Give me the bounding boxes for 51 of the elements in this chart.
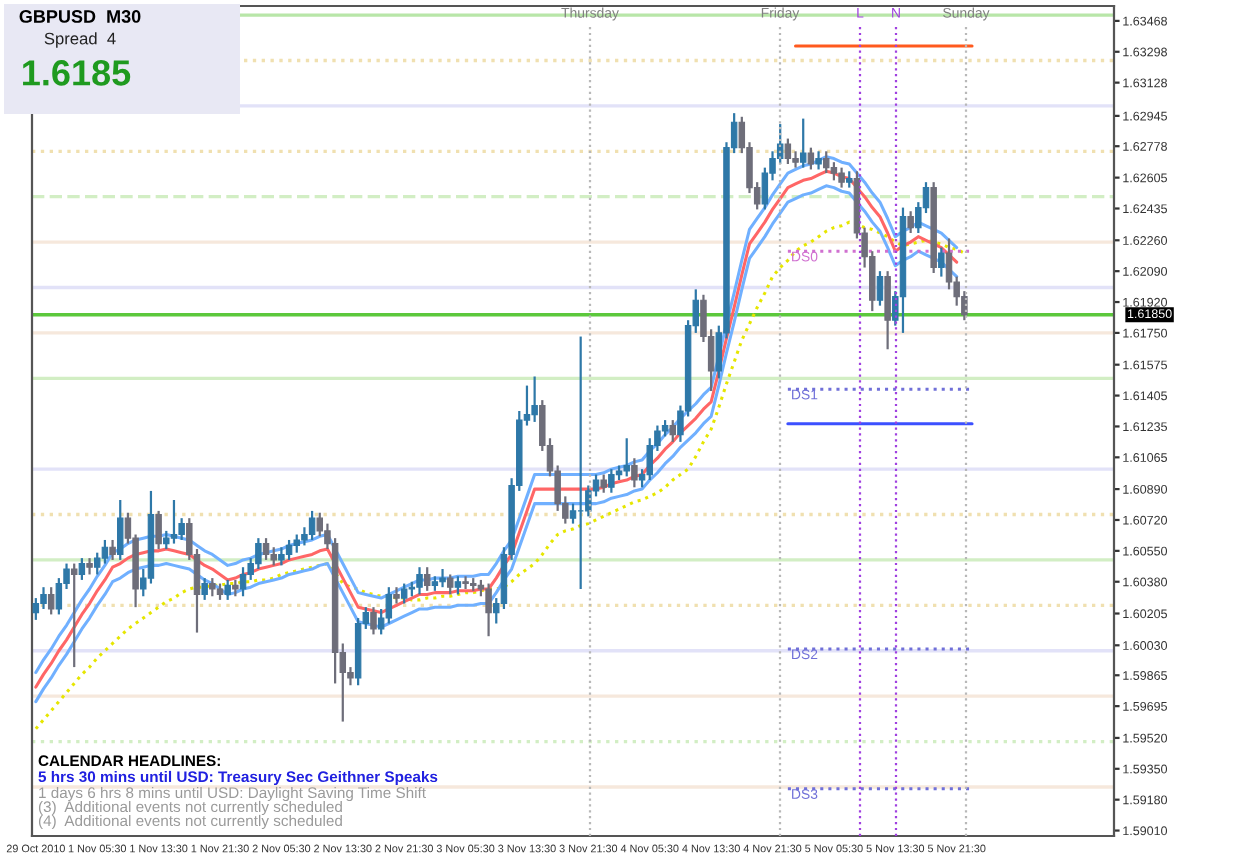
candlestick <box>278 546 285 567</box>
candlestick <box>224 578 231 601</box>
candlestick <box>262 537 270 562</box>
candlestick <box>239 566 247 598</box>
candlestick <box>938 246 945 278</box>
candlestick <box>70 562 78 669</box>
candlestick <box>485 582 492 638</box>
candlestick <box>876 270 884 307</box>
candlestick <box>623 437 630 478</box>
candlestick <box>201 576 208 601</box>
candlestick <box>109 538 116 562</box>
candlestick <box>608 468 615 494</box>
candlestick <box>822 150 830 175</box>
candlestick <box>945 237 953 291</box>
candlestick <box>439 567 446 589</box>
candlestick <box>830 161 838 182</box>
candlestick <box>884 270 891 351</box>
candlestick <box>400 582 408 605</box>
candlestick <box>569 502 577 525</box>
annotation: Spread 4 <box>44 32 116 48</box>
annotation: GBPUSD M30 <box>19 10 141 23</box>
candlestick <box>117 498 124 562</box>
candlestick <box>78 557 86 582</box>
candlestick <box>838 166 845 189</box>
candlestick <box>454 575 462 596</box>
candlestick <box>86 557 93 576</box>
candlestick <box>285 538 293 562</box>
candlestick <box>531 375 538 424</box>
candlestick <box>47 586 55 616</box>
candlestick <box>370 606 377 636</box>
candlestick <box>631 457 638 489</box>
candlestick <box>815 150 822 171</box>
candlestick <box>101 538 109 565</box>
candlestick <box>462 575 469 591</box>
candlestick <box>807 146 815 171</box>
candlestick <box>393 586 400 605</box>
candlestick <box>170 498 178 545</box>
candlestick <box>308 509 316 542</box>
annotation: 1.6185 <box>23 60 131 86</box>
candlestick <box>423 566 431 592</box>
candlestick <box>270 546 277 567</box>
candlestick <box>600 473 607 494</box>
candlestick <box>209 576 216 598</box>
candlestick <box>907 210 914 235</box>
candlestick <box>446 573 454 596</box>
candlestick <box>784 137 792 166</box>
candlestick <box>799 117 807 169</box>
candlestick <box>155 509 162 551</box>
candlestick <box>416 566 423 596</box>
candlestick <box>293 533 300 554</box>
candlestick <box>669 418 676 443</box>
